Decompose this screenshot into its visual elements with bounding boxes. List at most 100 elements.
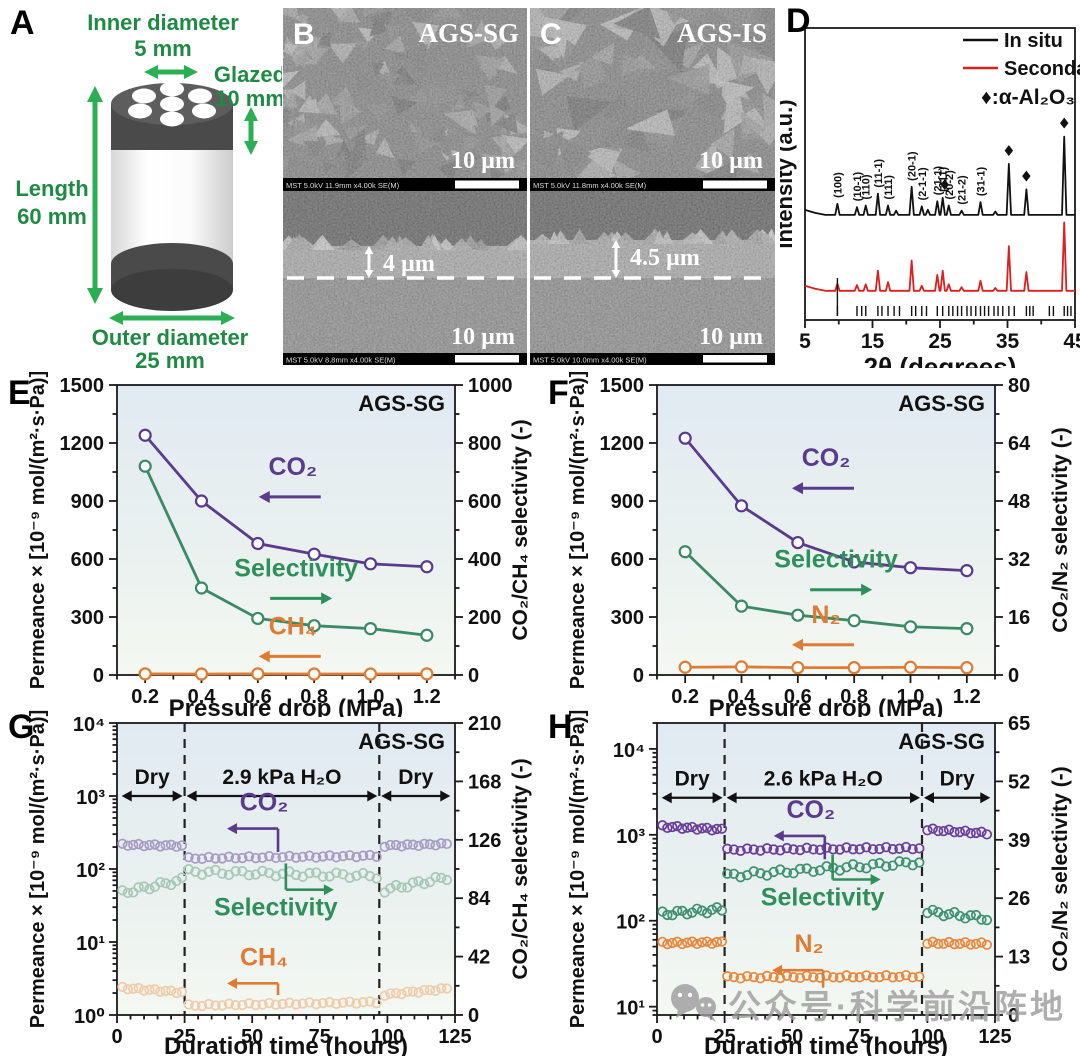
panel-letter-f: F xyxy=(548,374,569,412)
sample-label: AGS-SG xyxy=(358,729,445,754)
x-axis-label: Pressure drop (MPa) xyxy=(169,695,404,717)
arrow-head xyxy=(258,650,270,663)
peak-label: (211) xyxy=(938,166,950,191)
sem-cross-section-image: 4.5 µm 10 µm MST 5.0kV 10.0mm x4.00k SE(M) xyxy=(530,191,775,365)
sample-label: AGS-SG xyxy=(898,729,985,754)
y-left-tick-label: 10⁰ xyxy=(74,1006,105,1028)
annotation-CH₄: CH₄ xyxy=(227,943,288,996)
y-right-tick-label: 1000 xyxy=(468,375,513,397)
x-tick-label: 1.0 xyxy=(357,686,385,708)
x-tick-label: 45 xyxy=(1063,330,1080,353)
tube-channels xyxy=(128,81,216,127)
y-right-tick-label: 65 xyxy=(1008,713,1030,735)
peak-label: (11-1) xyxy=(873,159,885,188)
series-N₂ xyxy=(657,936,993,984)
arrow-head xyxy=(227,823,238,835)
sem-caption-bottom: MST 5.0kV 8.8mm x4.00k SE(M) xyxy=(286,356,396,365)
alumina-diamond-marker: ♦ xyxy=(1020,167,1033,185)
y-right-tick-label: 0 xyxy=(468,665,479,687)
y-right-tick-label: 0 xyxy=(1008,1005,1019,1027)
dimension-arrows xyxy=(87,65,258,325)
y-left-tick-label: 10⁴ xyxy=(613,740,645,762)
alumina-diamond-marker: ♦ xyxy=(938,176,951,194)
annotation-text: CH₄ xyxy=(269,612,317,640)
diamond-note: ♦:α-Al₂O₃ xyxy=(981,86,1075,109)
phase-label: 2.9 kPa H₂O xyxy=(222,766,341,789)
series-CH₄ xyxy=(117,981,453,1012)
x-tick-label: 25 xyxy=(928,330,952,353)
arrow-head xyxy=(792,638,803,651)
inner-diameter-label: Inner diameter xyxy=(87,10,239,35)
peak-label: (21-2) xyxy=(957,175,969,205)
scale-bar-top xyxy=(455,180,519,189)
annotation-text: Selectivity xyxy=(234,554,358,582)
sample-name-label: AGS-SG xyxy=(418,18,519,48)
x-tick-label: 125 xyxy=(438,1026,471,1048)
arrow-head xyxy=(121,790,132,802)
length-value: 60 mm xyxy=(17,204,87,229)
phase-label: Dry xyxy=(398,766,433,789)
y-left-tick-label: 10³ xyxy=(76,787,105,809)
peak-label: (20-1) xyxy=(907,151,919,181)
y-left-tick-label: 1200 xyxy=(60,433,105,455)
y-right-tick-label: 168 xyxy=(468,771,501,793)
phase-label: Dry xyxy=(940,768,975,791)
y-left-axis-label: Permeance × [10⁻⁹ mol/(m²·s·Pa)] xyxy=(27,372,49,689)
arrow-head xyxy=(611,270,621,278)
inner-diameter-value: 5 mm xyxy=(134,36,191,61)
y-left-tick-label: 1500 xyxy=(600,375,645,397)
phase-2.6 kPa H₂O: 2.6 kPa H₂O xyxy=(726,768,920,804)
phase-Dry: Dry xyxy=(661,768,723,804)
y-left-tick-label: 10¹ xyxy=(76,933,105,955)
annotation-CO₂: CO₂ xyxy=(773,796,835,860)
arrow-head xyxy=(661,792,672,804)
annotation-text: Selectivity xyxy=(774,546,898,574)
phase-label: Dry xyxy=(135,766,170,789)
arrow-head xyxy=(364,270,374,278)
annotation-CO₂: CO₂ xyxy=(258,453,321,503)
x-tick-label: 0.2 xyxy=(671,686,699,708)
phase-2.9 kPa H₂O: 2.9 kPa H₂O xyxy=(186,766,378,802)
sem-caption-top: MST 5.0kV 11.8mm x4.00k SE(M) xyxy=(533,181,647,190)
annotation-CO₂: CO₂ xyxy=(792,444,854,495)
peak-label: (10-1) xyxy=(852,172,864,202)
panel-f-chart-co2-n2-pressure: 0.2 0.4 0.6 0.8 1.0 1.2 0 300 600 900 1200 1500 0 16 3… xyxy=(567,372,1072,717)
x-tick-label: 0 xyxy=(651,1026,662,1048)
x-axis-label: Pressure drop (MPa) xyxy=(709,695,944,717)
y-left-axis-label: Permeance × [10⁻⁹ mol/(m²·s·Pa)] xyxy=(567,372,589,689)
series-CO₂ xyxy=(678,431,974,578)
sem-surface-image: B AGS-SG 10 µm MST 5.0kV 11.9mm x4.00k SE(M… xyxy=(283,8,527,191)
panel-c-sem-ags-is: C AGS-IS 10 µm MST 5.0kV 11.8mm x4.00k SE(M… xyxy=(530,8,775,365)
y-left-tick-label: 10² xyxy=(616,912,645,934)
annotation-text: CH₄ xyxy=(240,943,288,971)
scale-bar-bottom xyxy=(455,355,519,363)
y-left-tick-label: 10¹ xyxy=(616,998,645,1020)
annotation-CH₄: CH₄ xyxy=(258,612,321,663)
x-tick-label: 25 xyxy=(173,1026,195,1048)
y-left-tick-label: 300 xyxy=(71,607,104,629)
arrow-head xyxy=(364,246,374,254)
x-tick-label: 35 xyxy=(996,330,1020,353)
reference-pattern xyxy=(836,278,1072,316)
plot-area xyxy=(657,723,995,1015)
panel-letter-e: E xyxy=(8,374,31,412)
panel-a-schematic: A xyxy=(10,4,282,370)
y-right-axis-label: CO₂/N₂ selectivity (-) xyxy=(1049,427,1072,632)
arrow-head xyxy=(440,790,451,802)
annotation-text: Selectivity xyxy=(214,894,338,922)
y-right-axis-label: CO₂/N₂ selectivity (-) xyxy=(1049,766,1072,971)
arrow-head xyxy=(772,964,783,976)
series-CO₂ xyxy=(117,838,453,864)
y-left-tick-label: 900 xyxy=(71,491,104,513)
sample-label: AGS-SG xyxy=(358,391,445,416)
panel-letter-b: B xyxy=(293,18,315,51)
y-right-tick-label: 42 xyxy=(468,947,490,969)
x-axis-label: 2θ (degrees) xyxy=(864,352,1017,368)
arrow-head xyxy=(258,490,270,503)
axes xyxy=(804,320,1076,328)
y-left-axis-label: Permeance × [10⁻⁹ mol/(m²·s·Pa)] xyxy=(567,710,589,1029)
y-left-tick-label: 1200 xyxy=(600,433,645,455)
x-tick-label: 1.0 xyxy=(897,686,925,708)
series-Selectivity xyxy=(117,864,453,899)
phase-Dry: Dry xyxy=(121,766,183,802)
